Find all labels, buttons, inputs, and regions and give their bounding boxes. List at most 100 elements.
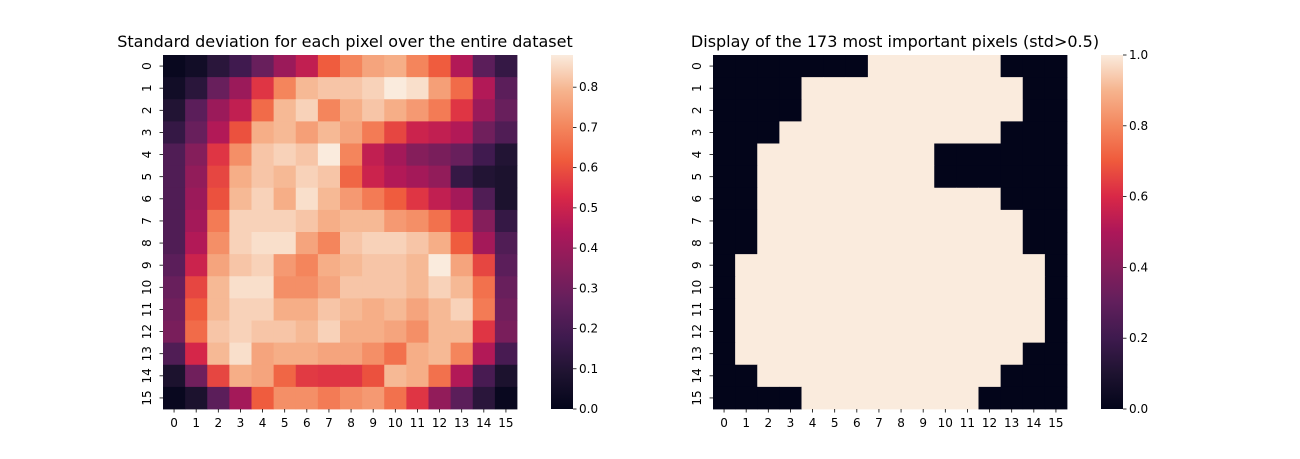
colorbar-gradient <box>551 55 573 409</box>
heatmap-cell <box>472 364 496 388</box>
heatmap-cell <box>801 209 825 233</box>
colorbar-tick-label: 0.7 <box>579 120 598 134</box>
heatmap-cell <box>472 187 496 211</box>
heatmap-cell <box>867 99 891 122</box>
heatmap-cell <box>934 254 957 277</box>
heatmap-cell <box>163 254 186 277</box>
heatmap-cell <box>1044 364 1068 388</box>
heatmap-cell <box>912 143 935 167</box>
heatmap-cell <box>494 254 518 277</box>
heatmap-cell <box>978 386 1002 410</box>
colorbar-tick-label: 0.8 <box>579 80 598 94</box>
heatmap-cell <box>867 232 891 255</box>
heatmap-cell <box>1044 320 1068 344</box>
heatmap-cell <box>472 342 496 366</box>
heatmap-cell <box>406 232 429 255</box>
heatmap-cell <box>317 143 341 167</box>
heatmap-cell <box>406 298 429 321</box>
heatmap-cell <box>450 121 474 144</box>
heatmap-cell <box>185 254 208 277</box>
x-tick-label: 0 <box>170 416 178 430</box>
heatmap-cell <box>823 298 847 321</box>
heatmap-cell <box>713 55 736 78</box>
heatmap-cell <box>779 209 802 233</box>
heatmap-cell <box>1044 77 1068 100</box>
heatmap-cell <box>978 121 1002 144</box>
heatmap-cell <box>934 342 957 366</box>
heatmap-cell <box>713 99 736 122</box>
heatmap-cell <box>450 99 474 122</box>
heatmap-cell <box>185 209 208 233</box>
heatmap-cell <box>494 121 518 144</box>
y-tick-label: 7 <box>690 217 704 225</box>
heatmap-cell <box>1022 298 1046 321</box>
heatmap-cell <box>251 232 275 255</box>
x-tick-label: 8 <box>347 416 355 430</box>
heatmap-cell <box>890 121 913 144</box>
y-tick-label: 12 <box>140 324 154 339</box>
colorbar-ticks: 0.0 0.2 0.4 0.6 0.8 1.0 <box>1123 48 1148 416</box>
y-tick-label: 1 <box>140 84 154 92</box>
heatmap-cell <box>428 364 452 388</box>
heatmap-cell <box>956 386 979 410</box>
heatmap-cell <box>1000 386 1024 410</box>
heatmap-cell <box>362 55 385 78</box>
heatmap-cell <box>207 364 230 388</box>
heatmap-cell <box>340 386 363 410</box>
heatmap-cell <box>757 77 780 100</box>
heatmap-cell <box>273 254 297 277</box>
heatmap-cell <box>185 121 208 144</box>
heatmap-cell <box>295 121 319 144</box>
heatmap-cell <box>340 342 363 366</box>
heatmap-cell <box>823 209 847 233</box>
colorbar-gradient <box>1101 55 1123 409</box>
heatmap-cell <box>713 320 736 344</box>
heatmap-cell <box>163 143 186 167</box>
heatmap-cell <box>823 143 847 167</box>
colorbar-tick-label: 0.6 <box>579 161 598 175</box>
heatmap-cell <box>207 99 230 122</box>
heatmap-cell <box>956 342 979 366</box>
heatmap-cell <box>273 364 297 388</box>
heatmap-cell <box>934 232 957 255</box>
x-tick-label: 0 <box>720 416 728 430</box>
heatmap-cell <box>757 364 780 388</box>
heatmap-cell <box>801 77 825 100</box>
heatmap-cell <box>978 320 1002 344</box>
heatmap-cell <box>801 99 825 122</box>
y-tick-label: 0 <box>690 62 704 70</box>
heatmap-cell <box>207 320 230 344</box>
heatmap-cell <box>890 209 913 233</box>
heatmap-cell <box>956 121 979 144</box>
heatmap-cell <box>384 55 407 78</box>
heatmap-cell <box>757 276 780 299</box>
heatmap-cell <box>317 77 341 100</box>
heatmap-cell <box>428 386 452 410</box>
heatmap-cell <box>978 364 1002 388</box>
heatmap-cell <box>912 209 935 233</box>
heatmap-cell <box>163 187 186 211</box>
heatmap-cell <box>251 165 275 189</box>
heatmap-cell <box>317 298 341 321</box>
heatmap-cell <box>934 298 957 321</box>
heatmap-cell <box>251 209 275 233</box>
heatmap-cell <box>867 342 891 366</box>
heatmap-cell <box>823 77 847 100</box>
heatmap-cell <box>713 342 736 366</box>
heatmap-cell <box>978 143 1002 167</box>
heatmap-cell <box>450 232 474 255</box>
heatmap-chart-important-pixels: Display of the 173 most important pixels… <box>690 32 1148 430</box>
heatmap-cell <box>494 232 518 255</box>
heatmap-cell <box>735 386 758 410</box>
heatmap-cell <box>273 276 297 299</box>
heatmap-cell <box>801 121 825 144</box>
heatmap-cell <box>845 276 869 299</box>
heatmap-cell <box>251 298 275 321</box>
heatmap-cell <box>340 121 363 144</box>
x-tick-label: 4 <box>809 416 817 430</box>
heatmap-cell <box>163 342 186 366</box>
heatmap-cell <box>1044 187 1068 211</box>
heatmap-cell <box>406 209 429 233</box>
heatmap-cell <box>362 276 385 299</box>
x-tick-label: 15 <box>498 416 513 430</box>
